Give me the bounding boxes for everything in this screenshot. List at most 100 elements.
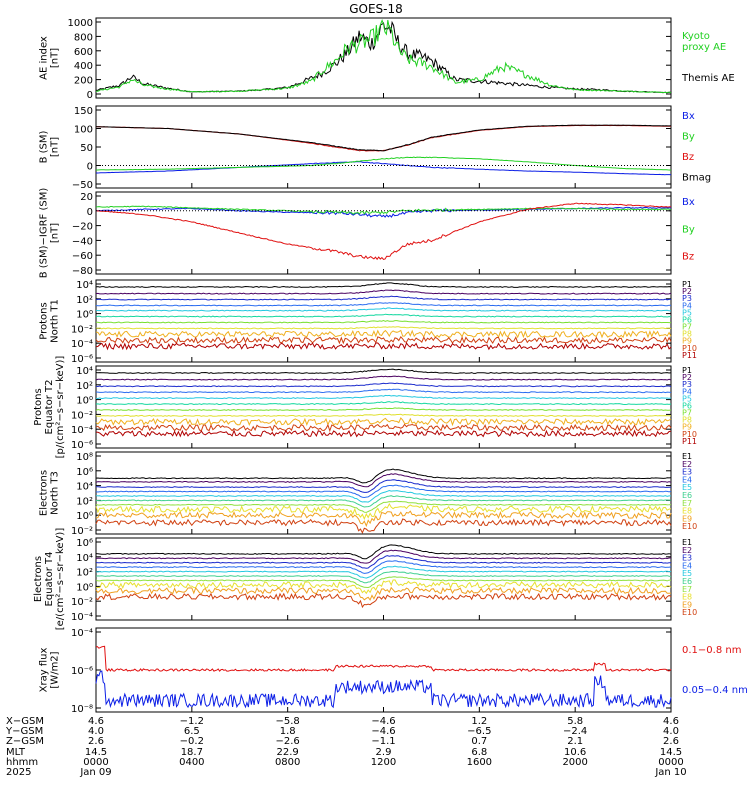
channel-line-e5	[95, 489, 671, 503]
y-axis-label-bsm: [nT]	[50, 137, 61, 157]
channel-line-e1	[95, 544, 672, 560]
legend-item-pT2: P9	[682, 423, 692, 432]
channel-line-e2	[95, 473, 672, 488]
legend-item-bsm: Bx	[682, 111, 695, 122]
legend-item-eT3: E7	[682, 499, 692, 508]
footer-cell: 1.2	[471, 716, 487, 727]
y-axis-label-xray: Xray flux	[39, 648, 50, 693]
legend-item-pT1: P1	[682, 280, 692, 289]
y-axis-label-pT2: Equator T2	[44, 380, 55, 435]
y-tick-label-bsm: 0	[87, 162, 93, 173]
legend-item-eT4: E7	[682, 585, 692, 594]
y-axis-label-eT4: Equator T4	[44, 552, 55, 607]
y-tick-label-pT2: 10⁴	[76, 366, 93, 377]
y-tick-label-eT3: 10⁸	[76, 452, 93, 463]
footer-cell: 2000	[562, 757, 587, 768]
channel-line-p6	[95, 313, 671, 318]
y-tick-label-bsm: 150	[74, 106, 93, 117]
channel-line-p3	[95, 295, 671, 301]
legend-item-eT4: E4	[682, 561, 692, 570]
footer-cell: −2.6	[276, 736, 300, 747]
legend-item-pT2: P5	[682, 394, 692, 403]
y-tick-label-pT1: 10⁻⁶	[71, 354, 93, 365]
legend-item-pT2: P4	[682, 387, 692, 396]
channel-line-p11	[95, 429, 672, 438]
legend-item-eT4: E5	[682, 569, 692, 578]
footer-cell: 14.5	[660, 747, 682, 758]
channel-line-e7	[95, 500, 672, 513]
y-tick-label-eT4: 10²	[76, 568, 93, 579]
panel-frame-ae	[95, 17, 672, 99]
footer-cell: 2.6	[663, 736, 679, 747]
y-tick-label-eT3: 10⁴	[76, 482, 93, 493]
legend-item-bsm: Bmag	[682, 173, 711, 184]
y-tick-label-bigrf: −80	[72, 266, 93, 277]
legend-item-pT2: P2	[682, 373, 692, 382]
y-axis-label-bsm: B (SM)	[39, 130, 50, 163]
legend-item-pT2: P8	[682, 416, 692, 425]
panel-frame-bsm	[95, 105, 672, 189]
channel-line-e10	[95, 592, 672, 609]
legend-item-pT2: P1	[682, 366, 692, 375]
y-tick-label-pT2: 10⁻²	[71, 410, 93, 421]
legend-item-eT4: E8	[682, 593, 692, 602]
channel-line-p1	[95, 368, 672, 374]
channel-line-e8	[95, 502, 672, 521]
series-line-xray-long	[95, 645, 672, 672]
y-tick-label-ae: 0	[87, 90, 93, 101]
channel-line-p2	[95, 375, 672, 381]
panel-frame-pT2	[95, 365, 672, 449]
footer-row-label: Z−GSM	[6, 736, 44, 747]
y-tick-label-eT4: 10⁶	[76, 538, 93, 549]
y-tick-label-pT2: 10⁻⁴	[71, 425, 93, 436]
y-tick-label-ae: 400	[74, 61, 93, 72]
footer-cell: −6.5	[467, 726, 491, 737]
y-tick-label-ae: 200	[74, 76, 93, 87]
footer-cell: −0.2	[180, 736, 204, 747]
legend-item-eT3: E4	[682, 475, 692, 484]
channel-line-p9	[95, 417, 672, 427]
channel-line-p5	[95, 307, 672, 312]
series-line-by	[95, 205, 672, 215]
legend-item-pT2: P7	[682, 409, 692, 418]
y-tick-label-eT4: 10⁻²	[71, 597, 93, 608]
y-tick-label-eT3: 10²	[76, 496, 93, 507]
y-tick-label-pT1: 10⁻⁴	[71, 339, 93, 350]
legend-item-eT4: E6	[682, 577, 692, 586]
footer-cell: 4.6	[88, 716, 104, 727]
y-tick-label-xray: 10⁻⁶	[71, 666, 93, 677]
legend-item-eT3: E8	[682, 507, 692, 516]
series-line-kyoto-proxy-ae	[95, 18, 672, 94]
footer-row-label: hhmm	[6, 757, 38, 768]
legend-item-pT2: P10	[682, 430, 697, 439]
legend-item-eT3: E6	[682, 491, 692, 500]
y-tick-label-ae: 1000	[68, 18, 93, 29]
channel-line-e3	[95, 479, 672, 493]
footer-cell: 4.6	[663, 716, 679, 727]
legend-item-ae: Themis AE	[681, 73, 735, 84]
channel-line-e9	[95, 586, 672, 601]
legend-item-pT2: P11	[682, 437, 697, 446]
legend-item-pT1: P5	[682, 308, 692, 317]
y-axis-label-bigrf: [nT]	[50, 223, 61, 243]
legend-item-pT1: P10	[682, 344, 697, 353]
legend-item-eT3: E10	[682, 522, 697, 531]
y-axis-label-ae: [nT]	[50, 48, 61, 68]
footer-row-label: X−GSM	[6, 716, 44, 727]
footer-cell: −5.8	[276, 716, 300, 727]
channel-line-p7	[95, 407, 672, 411]
y-tick-label-eT3: 10⁻²	[71, 526, 93, 537]
footer-cell: −1.1	[371, 736, 395, 747]
footer-cell: −1.2	[180, 716, 204, 727]
channel-line-p4	[95, 388, 672, 394]
y-axis-label-eT3: Electrons	[39, 470, 50, 516]
footer-cell: 1.8	[280, 726, 296, 737]
footer-cell: 22.9	[277, 747, 299, 758]
footer-cell: 10.6	[564, 747, 586, 758]
channel-line-p5	[95, 394, 672, 400]
y-axis-label-pT1: North T1	[50, 299, 61, 343]
series-line-bx	[96, 161, 672, 176]
y-axis-label-pT1: Protons	[39, 302, 50, 339]
footer-row-label: Y−GSM	[5, 726, 43, 737]
legend-item-pT1: P11	[682, 351, 697, 360]
